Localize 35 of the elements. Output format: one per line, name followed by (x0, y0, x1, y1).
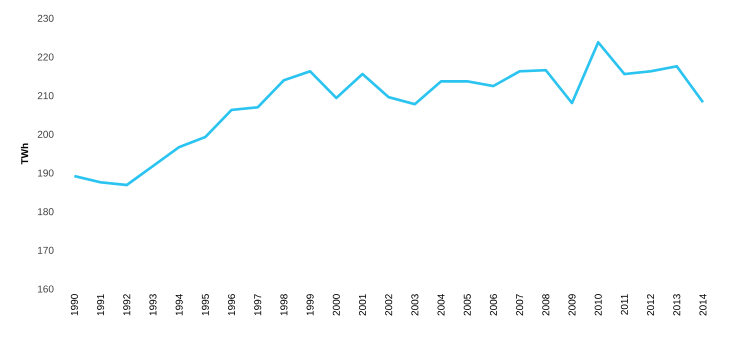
x-tick-label: 1990 (70, 294, 78, 316)
x-tick-label: 2009 (568, 294, 576, 316)
y-axis-title: TWh (20, 143, 28, 164)
x-tick-label: 1998 (280, 294, 288, 316)
x-tick-label: 2010 (594, 294, 602, 316)
x-tick-label: 2005 (464, 294, 471, 316)
x-tick-label: 2001 (358, 294, 366, 316)
x-tick-label: 2012 (647, 294, 654, 316)
line-series (73, 40, 704, 186)
y-tick-label: 160 (38, 285, 54, 293)
y-tick-label: 170 (38, 246, 54, 254)
x-tick-label: 2002 (385, 294, 392, 316)
y-tick-label: 200 (38, 130, 54, 138)
x-tick-label: 1996 (228, 294, 236, 316)
x-tick-label: 1991 (97, 294, 104, 316)
x-tick-label: 1999 (306, 294, 314, 316)
x-tick-label: 2014 (699, 294, 706, 316)
x-tick-label: 2013 (673, 294, 680, 316)
x-tick-label: 1994 (176, 294, 183, 316)
x-tick-label: 2011 (620, 294, 628, 315)
x-tick-label: 2003 (411, 294, 418, 316)
x-tick-label: 1992 (123, 294, 130, 316)
y-tick-label: 210 (38, 92, 54, 100)
x-tick-label: 2006 (490, 294, 497, 316)
y-tick-label: 190 (38, 169, 54, 177)
x-tick-label: 2000 (332, 294, 340, 316)
y-tick-label: 180 (38, 208, 54, 216)
y-tick-label: 220 (38, 53, 54, 61)
x-tick-label: 1995 (202, 294, 209, 316)
x-tick-label: 2008 (542, 294, 550, 316)
y-tick-label: 230 (38, 14, 54, 22)
x-tick-label: 2004 (438, 294, 445, 316)
x-tick-label: 1993 (149, 294, 157, 316)
x-tick-label: 1997 (254, 294, 262, 316)
x-tick-label: 2007 (516, 294, 524, 316)
